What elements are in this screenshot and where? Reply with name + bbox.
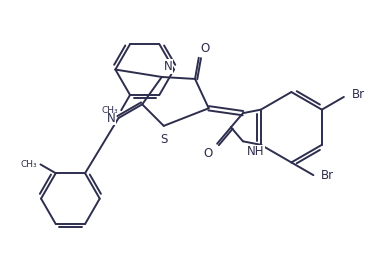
Text: Br: Br [352,89,365,101]
Text: O: O [203,147,212,160]
Text: O: O [201,42,210,55]
Text: NH: NH [247,145,264,158]
Text: N: N [107,112,116,125]
Text: Br: Br [321,169,334,182]
Text: CH₃: CH₃ [102,106,118,115]
Text: N: N [164,60,173,73]
Text: S: S [160,133,168,146]
Text: CH₃: CH₃ [21,160,38,169]
